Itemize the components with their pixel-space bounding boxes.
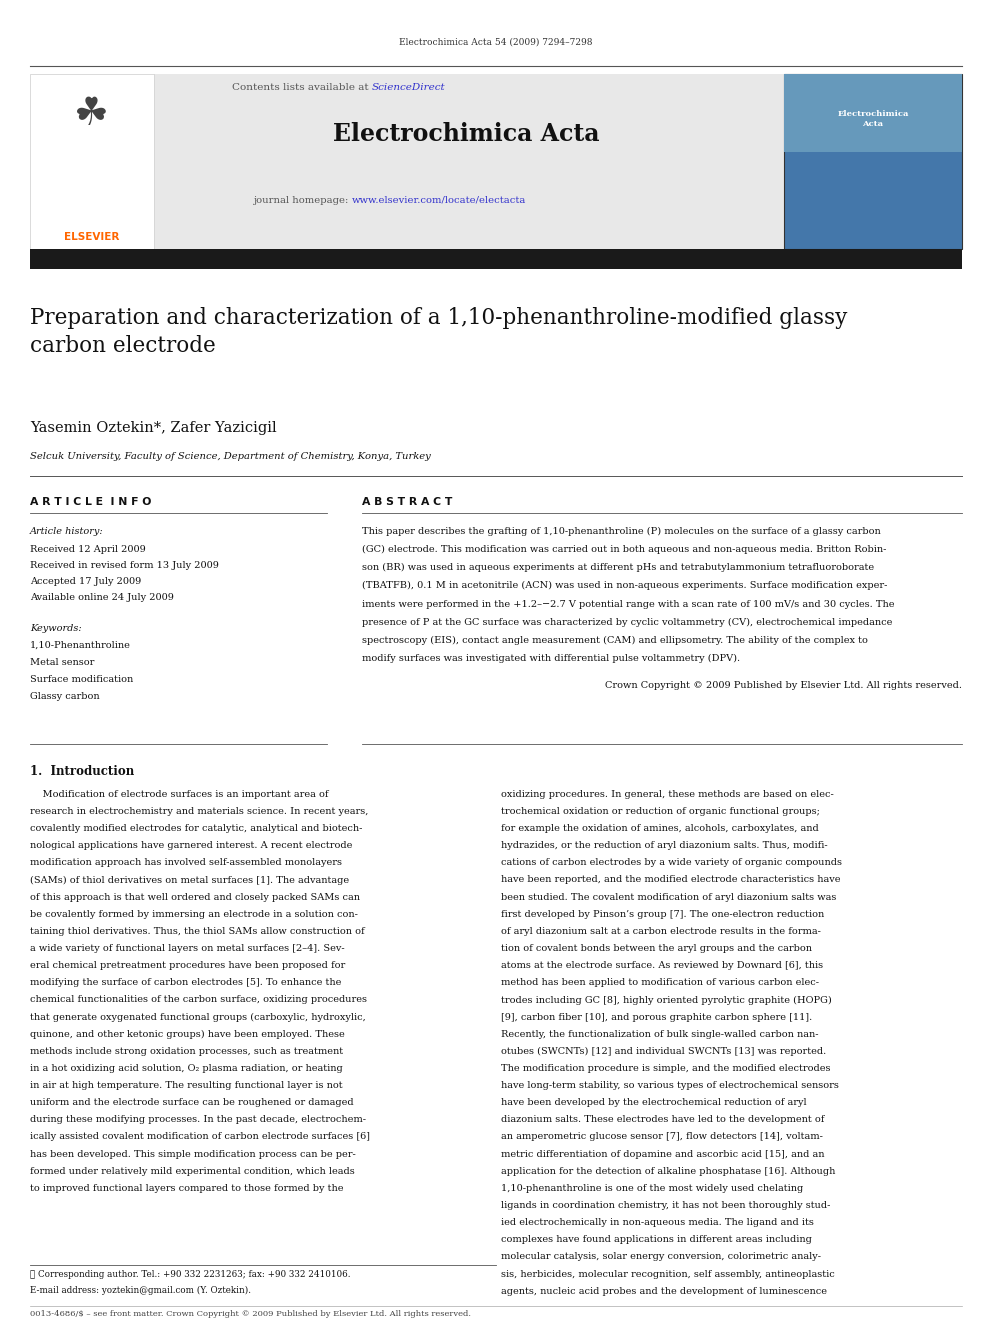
Text: Crown Copyright © 2009 Published by Elsevier Ltd. All rights reserved.: Crown Copyright © 2009 Published by Else… <box>605 680 962 689</box>
Text: quinone, and other ketonic groups) have been employed. These: quinone, and other ketonic groups) have … <box>30 1029 344 1039</box>
Text: www.elsevier.com/locate/electacta: www.elsevier.com/locate/electacta <box>352 196 527 205</box>
FancyBboxPatch shape <box>784 74 962 152</box>
Text: otubes (SWCNTs) [12] and individual SWCNTs [13] was reported.: otubes (SWCNTs) [12] and individual SWCN… <box>501 1046 826 1056</box>
Text: ScienceDirect: ScienceDirect <box>372 83 445 93</box>
Text: tion of covalent bonds between the aryl groups and the carbon: tion of covalent bonds between the aryl … <box>501 945 812 953</box>
Text: of aryl diazonium salt at a carbon electrode results in the forma-: of aryl diazonium salt at a carbon elect… <box>501 927 820 935</box>
Text: Available online 24 July 2009: Available online 24 July 2009 <box>30 593 174 602</box>
Text: eral chemical pretreatment procedures have been proposed for: eral chemical pretreatment procedures ha… <box>30 960 345 970</box>
Text: Contents lists available at: Contents lists available at <box>232 83 372 93</box>
Text: methods include strong oxidation processes, such as treatment: methods include strong oxidation process… <box>30 1046 343 1056</box>
Text: agents, nucleic acid probes and the development of luminescence: agents, nucleic acid probes and the deve… <box>501 1287 827 1295</box>
Text: Article history:: Article history: <box>30 527 103 536</box>
Text: This paper describes the grafting of 1,10-phenanthroline (P) molecules on the su: This paper describes the grafting of 1,1… <box>362 527 881 536</box>
Text: trodes including GC [8], highly oriented pyrolytic graphite (HOPG): trodes including GC [8], highly oriented… <box>501 995 831 1004</box>
Text: son (BR) was used in aqueous experiments at different pHs and tetrabutylammonium: son (BR) was used in aqueous experiments… <box>362 564 874 572</box>
Text: has been developed. This simple modification process can be per-: has been developed. This simple modifica… <box>30 1150 355 1159</box>
Text: taining thiol derivatives. Thus, the thiol SAMs allow construction of: taining thiol derivatives. Thus, the thi… <box>30 927 364 935</box>
Text: iments were performed in the +1.2–−2.7 V potential range with a scan rate of 100: iments were performed in the +1.2–−2.7 V… <box>362 599 895 609</box>
Text: covalently modified electrodes for catalytic, analytical and biotech-: covalently modified electrodes for catal… <box>30 824 362 833</box>
Text: ELSEVIER: ELSEVIER <box>63 232 119 242</box>
Text: an amperometric glucose sensor [7], flow detectors [14], voltam-: an amperometric glucose sensor [7], flow… <box>501 1132 822 1142</box>
Text: Surface modification: Surface modification <box>30 675 133 684</box>
Text: nological applications have garnered interest. A recent electrode: nological applications have garnered int… <box>30 841 352 851</box>
Text: Metal sensor: Metal sensor <box>30 658 94 667</box>
Text: (GC) electrode. This modification was carried out in both aqueous and non-aqueou: (GC) electrode. This modification was ca… <box>362 545 887 554</box>
Text: sis, herbicides, molecular recognition, self assembly, antineoplastic: sis, herbicides, molecular recognition, … <box>501 1270 834 1278</box>
Text: cations of carbon electrodes by a wide variety of organic compounds: cations of carbon electrodes by a wide v… <box>501 859 842 868</box>
Text: be covalently formed by immersing an electrode in a solution con-: be covalently formed by immersing an ele… <box>30 910 358 918</box>
Text: to improved functional layers compared to those formed by the: to improved functional layers compared t… <box>30 1184 343 1193</box>
Text: modifying the surface of carbon electrodes [5]. To enhance the: modifying the surface of carbon electrod… <box>30 978 341 987</box>
Text: application for the detection of alkaline phosphatase [16]. Although: application for the detection of alkalin… <box>501 1167 835 1176</box>
Text: hydrazides, or the reduction of aryl diazonium salts. Thus, modifi-: hydrazides, or the reduction of aryl dia… <box>501 841 827 851</box>
Text: research in electrochemistry and materials science. In recent years,: research in electrochemistry and materia… <box>30 807 368 816</box>
Text: method has been applied to modification of various carbon elec-: method has been applied to modification … <box>501 978 819 987</box>
Text: (TBATFB), 0.1 M in acetonitrile (ACN) was used in non-aqueous experiments. Surfa: (TBATFB), 0.1 M in acetonitrile (ACN) wa… <box>362 581 888 590</box>
Text: ied electrochemically in non-aqueous media. The ligand and its: ied electrochemically in non-aqueous med… <box>501 1218 813 1228</box>
Text: trochemical oxidation or reduction of organic functional groups;: trochemical oxidation or reduction of or… <box>501 807 819 816</box>
Text: Electrochimica Acta: Electrochimica Acta <box>333 122 599 146</box>
Text: formed under relatively mild experimental condition, which leads: formed under relatively mild experimenta… <box>30 1167 354 1176</box>
Text: presence of P at the GC surface was characterized by cyclic voltammetry (CV), el: presence of P at the GC surface was char… <box>362 618 893 627</box>
Text: modify surfaces was investigated with differential pulse voltammetry (DPV).: modify surfaces was investigated with di… <box>362 655 740 663</box>
Text: a wide variety of functional layers on metal surfaces [2–4]. Sev-: a wide variety of functional layers on m… <box>30 945 344 953</box>
Text: diazonium salts. These electrodes have led to the development of: diazonium salts. These electrodes have l… <box>501 1115 824 1125</box>
Text: first developed by Pinson’s group [7]. The one-electron reduction: first developed by Pinson’s group [7]. T… <box>501 910 824 918</box>
Text: 1.  Introduction: 1. Introduction <box>30 765 134 778</box>
Text: Preparation and characterization of a 1,10-phenanthroline-modified glassy
carbon: Preparation and characterization of a 1,… <box>30 307 847 357</box>
FancyBboxPatch shape <box>30 74 154 249</box>
Text: 1,10-Phenanthroline: 1,10-Phenanthroline <box>30 640 131 650</box>
Text: molecular catalysis, solar energy conversion, colorimetric analy-: molecular catalysis, solar energy conver… <box>501 1253 821 1261</box>
Text: ically assisted covalent modification of carbon electrode surfaces [6]: ically assisted covalent modification of… <box>30 1132 370 1142</box>
Text: complexes have found applications in different areas including: complexes have found applications in dif… <box>501 1236 811 1245</box>
Text: Glassy carbon: Glassy carbon <box>30 692 99 701</box>
FancyBboxPatch shape <box>154 74 784 249</box>
Text: Modification of electrode surfaces is an important area of: Modification of electrode surfaces is an… <box>30 790 328 799</box>
Text: Keywords:: Keywords: <box>30 624 81 634</box>
Text: uniform and the electrode surface can be roughened or damaged: uniform and the electrode surface can be… <box>30 1098 353 1107</box>
Text: Accepted 17 July 2009: Accepted 17 July 2009 <box>30 577 141 586</box>
Text: in a hot oxidizing acid solution, O₂ plasma radiation, or heating: in a hot oxidizing acid solution, O₂ pla… <box>30 1064 342 1073</box>
Text: for example the oxidation of amines, alcohols, carboxylates, and: for example the oxidation of amines, alc… <box>501 824 818 833</box>
Text: The modification procedure is simple, and the modified electrodes: The modification procedure is simple, an… <box>501 1064 830 1073</box>
Text: Received 12 April 2009: Received 12 April 2009 <box>30 545 146 554</box>
Text: 0013-4686/$ – see front matter. Crown Copyright © 2009 Published by Elsevier Ltd: 0013-4686/$ – see front matter. Crown Co… <box>30 1310 471 1318</box>
Text: Received in revised form 13 July 2009: Received in revised form 13 July 2009 <box>30 561 218 570</box>
Text: (SAMs) of thiol derivatives on metal surfaces [1]. The advantage: (SAMs) of thiol derivatives on metal sur… <box>30 876 349 885</box>
Text: 1,10-phenanthroline is one of the most widely used chelating: 1,10-phenanthroline is one of the most w… <box>501 1184 804 1193</box>
Text: E-mail address: yoztekin@gmail.com (Y. Oztekin).: E-mail address: yoztekin@gmail.com (Y. O… <box>30 1286 251 1295</box>
Text: Yasemin Oztekin*, Zafer Yazicigil: Yasemin Oztekin*, Zafer Yazicigil <box>30 421 277 435</box>
Text: Electrochimica
Acta: Electrochimica Acta <box>837 110 909 127</box>
Text: spectroscopy (EIS), contact angle measurement (CAM) and ellipsometry. The abilit: spectroscopy (EIS), contact angle measur… <box>362 636 868 646</box>
Text: been studied. The covalent modification of aryl diazonium salts was: been studied. The covalent modification … <box>501 893 836 902</box>
Text: ☘: ☘ <box>73 95 109 134</box>
Text: chemical functionalities of the carbon surface, oxidizing procedures: chemical functionalities of the carbon s… <box>30 995 367 1004</box>
Text: in air at high temperature. The resulting functional layer is not: in air at high temperature. The resultin… <box>30 1081 342 1090</box>
Text: during these modifying processes. In the past decade, electrochem-: during these modifying processes. In the… <box>30 1115 366 1125</box>
Text: have long-term stability, so various types of electrochemical sensors: have long-term stability, so various typ… <box>501 1081 839 1090</box>
Text: Electrochimica Acta 54 (2009) 7294–7298: Electrochimica Acta 54 (2009) 7294–7298 <box>399 37 593 46</box>
Text: oxidizing procedures. In general, these methods are based on elec-: oxidizing procedures. In general, these … <box>501 790 833 799</box>
Text: atoms at the electrode surface. As reviewed by Downard [6], this: atoms at the electrode surface. As revie… <box>501 960 823 970</box>
Text: of this approach is that well ordered and closely packed SAMs can: of this approach is that well ordered an… <box>30 893 360 902</box>
Text: that generate oxygenated functional groups (carboxylic, hydroxylic,: that generate oxygenated functional grou… <box>30 1012 365 1021</box>
Text: modification approach has involved self-assembled monolayers: modification approach has involved self-… <box>30 859 342 868</box>
FancyBboxPatch shape <box>784 74 962 249</box>
Text: ⋆ Corresponding author. Tel.: +90 332 2231263; fax: +90 332 2410106.: ⋆ Corresponding author. Tel.: +90 332 22… <box>30 1270 350 1279</box>
Text: metric differentiation of dopamine and ascorbic acid [15], and an: metric differentiation of dopamine and a… <box>501 1150 824 1159</box>
Text: A R T I C L E  I N F O: A R T I C L E I N F O <box>30 497 151 508</box>
Text: have been developed by the electrochemical reduction of aryl: have been developed by the electrochemic… <box>501 1098 806 1107</box>
Text: Recently, the functionalization of bulk single-walled carbon nan-: Recently, the functionalization of bulk … <box>501 1029 818 1039</box>
FancyBboxPatch shape <box>30 249 962 269</box>
Text: A B S T R A C T: A B S T R A C T <box>362 497 452 508</box>
Text: ligands in coordination chemistry, it has not been thoroughly stud-: ligands in coordination chemistry, it ha… <box>501 1201 830 1211</box>
Text: Selcuk University, Faculty of Science, Department of Chemistry, Konya, Turkey: Selcuk University, Faculty of Science, D… <box>30 452 431 462</box>
Text: [9], carbon fiber [10], and porous graphite carbon sphere [11].: [9], carbon fiber [10], and porous graph… <box>501 1012 812 1021</box>
Text: have been reported, and the modified electrode characteristics have: have been reported, and the modified ele… <box>501 876 840 885</box>
Text: journal homepage:: journal homepage: <box>254 196 352 205</box>
